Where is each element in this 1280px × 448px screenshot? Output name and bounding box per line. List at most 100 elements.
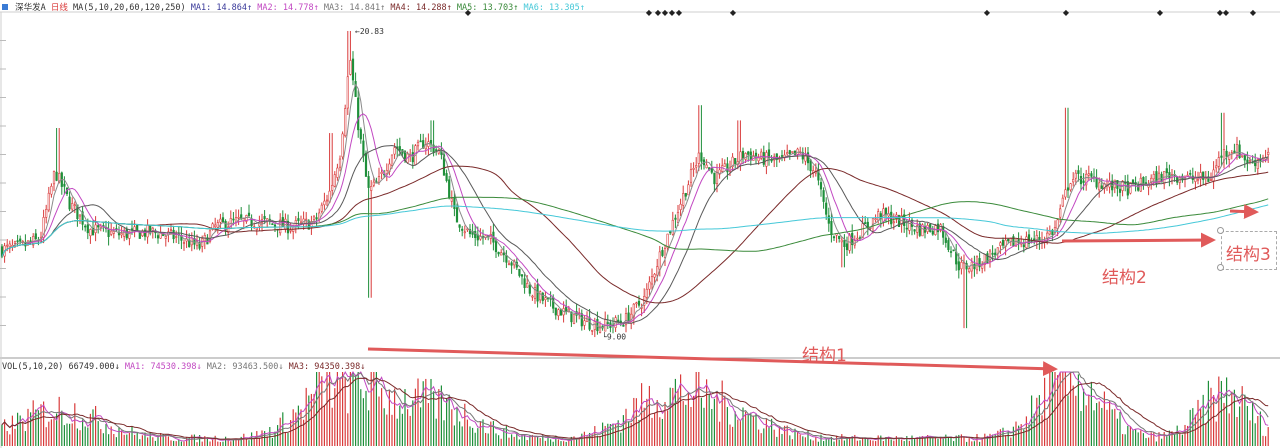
candle-body (692, 167, 695, 170)
candle-body (710, 167, 713, 173)
candle-body (1087, 173, 1090, 176)
candle-body (840, 239, 843, 243)
candle-body (1165, 168, 1168, 174)
candle-body (682, 193, 685, 206)
candle-body (864, 222, 867, 225)
candle-body (1082, 180, 1085, 183)
candle-body (1199, 172, 1202, 180)
candle-body (1220, 155, 1223, 158)
volume-header: VOL(5,10,20) 66749.000↓ MA1: 74530.398↓ … (2, 362, 365, 372)
candle-body (188, 240, 191, 248)
box-handle-bottom-left[interactable] (1217, 264, 1224, 271)
ma3-line (1, 144, 1269, 324)
candle-body (461, 228, 464, 231)
candle-body (1254, 160, 1257, 167)
candle-body (767, 149, 771, 159)
candle-body (913, 229, 916, 232)
candle-body (91, 227, 95, 236)
candle-body (393, 147, 396, 155)
candle-body (1098, 182, 1101, 191)
candle-body (978, 258, 981, 268)
event-marker: ◆ (1063, 8, 1070, 17)
candle-body (897, 215, 901, 228)
candle-body (419, 140, 422, 143)
candle-body (884, 207, 888, 215)
candle-body (13, 241, 17, 244)
candle-body (359, 129, 362, 140)
candle-body (331, 184, 334, 191)
candle-body (1064, 189, 1067, 198)
candle-body (297, 218, 300, 221)
candle-body (55, 171, 58, 181)
candle-body (952, 249, 955, 252)
candle-body (1059, 208, 1062, 218)
structure-2-arrow (1061, 232, 1216, 248)
candle-body (762, 152, 765, 165)
high-price-label: ←20.83 (355, 27, 384, 36)
candle-body (47, 192, 50, 211)
candle-body (16, 240, 19, 242)
candle-body (307, 220, 310, 230)
vol-params: VOL(5,10,20) (2, 362, 64, 372)
ma2-value: MA2: 14.778↑ (257, 3, 319, 13)
candle-body (435, 149, 438, 151)
candle-body (208, 230, 212, 242)
candle-body (780, 155, 784, 157)
candle-body (271, 223, 274, 226)
vol-value: 66749.000↓ (68, 362, 120, 372)
candle-body (632, 303, 635, 318)
candle-body (552, 297, 555, 309)
candle-body (1186, 174, 1189, 177)
candle-body (1215, 165, 1218, 169)
candle-body (398, 146, 401, 151)
candle-body (84, 225, 87, 228)
candle-body (838, 235, 841, 240)
candle-body (845, 243, 849, 251)
candle-body (570, 311, 573, 323)
candle-body (107, 229, 110, 237)
candle-body (598, 326, 602, 333)
candle-body (653, 273, 656, 278)
event-marker: ◆ (1217, 8, 1224, 17)
candle-body (156, 235, 160, 239)
candle-body (68, 196, 71, 210)
structure-3-box[interactable] (1221, 231, 1277, 270)
candle-body (947, 240, 950, 250)
candle-body (1022, 244, 1025, 248)
event-marker: ◆ (662, 8, 669, 17)
candle-body (279, 219, 282, 234)
candle-body (942, 226, 945, 238)
candle-body (679, 203, 682, 210)
candle-body (739, 151, 742, 165)
candle-body (957, 261, 960, 271)
candle-body (1007, 239, 1010, 242)
candle-body (110, 230, 113, 235)
candle-body (97, 225, 100, 228)
candle-body (19, 238, 22, 242)
candle-body (34, 233, 37, 240)
vol-ma1-value: MA1: 74530.398↓ (124, 362, 202, 372)
candle-body (494, 240, 498, 253)
candle-body (949, 251, 953, 253)
box-handle-top-left[interactable] (1217, 227, 1224, 234)
candle-body (648, 281, 651, 290)
candle-body (622, 324, 625, 327)
candle-body (656, 266, 659, 276)
candle-body (216, 222, 219, 228)
candle-body (1074, 172, 1077, 179)
candle-body (528, 285, 531, 294)
candle-body (687, 184, 690, 196)
candle-body (143, 229, 147, 237)
candle-body (6, 244, 9, 247)
candle-body (289, 229, 292, 232)
candle-body (1225, 150, 1228, 157)
candle-body (689, 169, 693, 183)
candle-body (874, 218, 877, 221)
candle-body (333, 174, 336, 187)
candle-body (255, 227, 258, 230)
candle-body (726, 163, 729, 173)
candle-body (645, 288, 648, 298)
candle-body (747, 151, 750, 155)
